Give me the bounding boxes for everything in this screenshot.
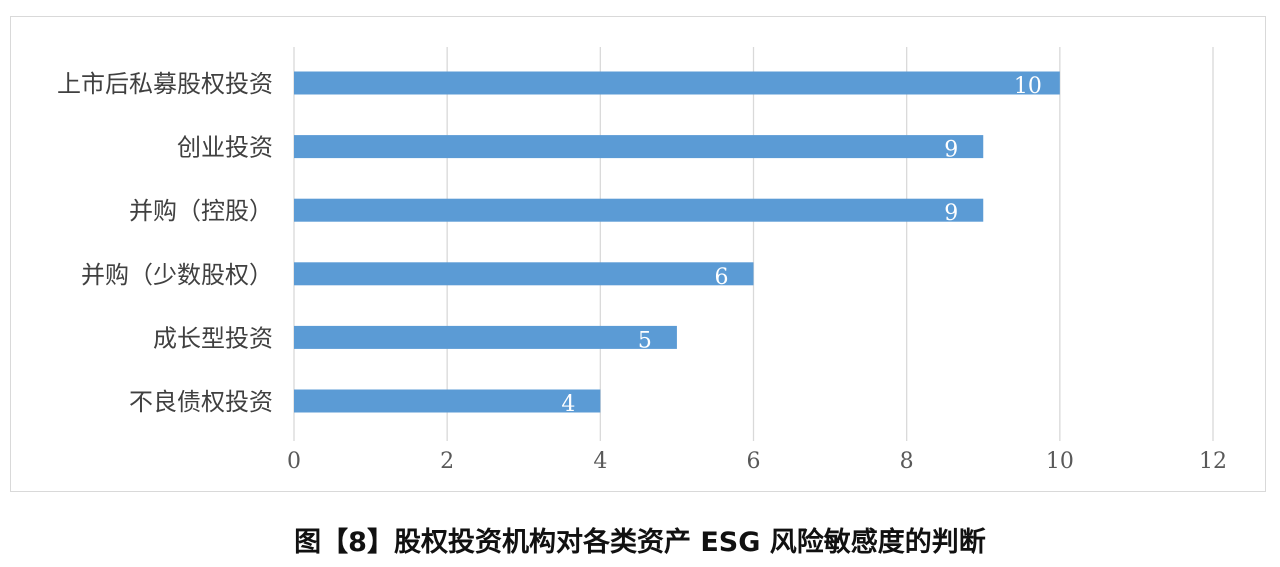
bar-data-label: 9: [944, 201, 958, 226]
x-tick-label: 12: [1199, 449, 1227, 474]
category-label: 成长型投资: [153, 324, 273, 352]
bar-data-label: 4: [561, 392, 575, 417]
grid-lines: [293, 47, 1214, 441]
x-tick-labels: 0 2 4 6 8 10 12: [287, 449, 1227, 474]
category-label: 上市后私募股权投资: [57, 70, 273, 98]
bar-0: [294, 71, 1060, 95]
category-label: 不良债权投资: [129, 388, 273, 416]
category-label: 并购（控股）: [129, 197, 273, 225]
bar-4: [294, 325, 677, 349]
bar-2: [294, 198, 984, 222]
bar-3: [294, 262, 754, 286]
bar-data-label: 9: [944, 138, 958, 163]
x-tick-label: 4: [593, 449, 607, 474]
figure-caption: 图【8】股权投资机构对各类资产 ESG 风险敏感度的判断: [294, 527, 986, 558]
bar-5: [294, 389, 601, 413]
bars: 10 9 9 6 5 4: [294, 71, 1060, 417]
x-tick-label: 8: [900, 449, 914, 474]
bar-1: [294, 135, 984, 159]
x-tick-label: 2: [440, 449, 454, 474]
x-tick-label: 0: [287, 449, 301, 474]
x-tick-label: 10: [1046, 449, 1074, 474]
bar-data-label: 6: [715, 265, 729, 290]
x-tick-label: 6: [747, 449, 761, 474]
category-label: 并购（少数股权）: [81, 261, 273, 289]
category-label: 创业投资: [177, 134, 273, 162]
chart-frame: 10 9 9 6 5 4 上市后私募股权投资创业投资并购（控股） 并购（少数股权） 成长型投资…: [10, 16, 1266, 492]
bar-data-label: 5: [638, 328, 652, 353]
bar-data-label: 10: [1014, 74, 1042, 99]
